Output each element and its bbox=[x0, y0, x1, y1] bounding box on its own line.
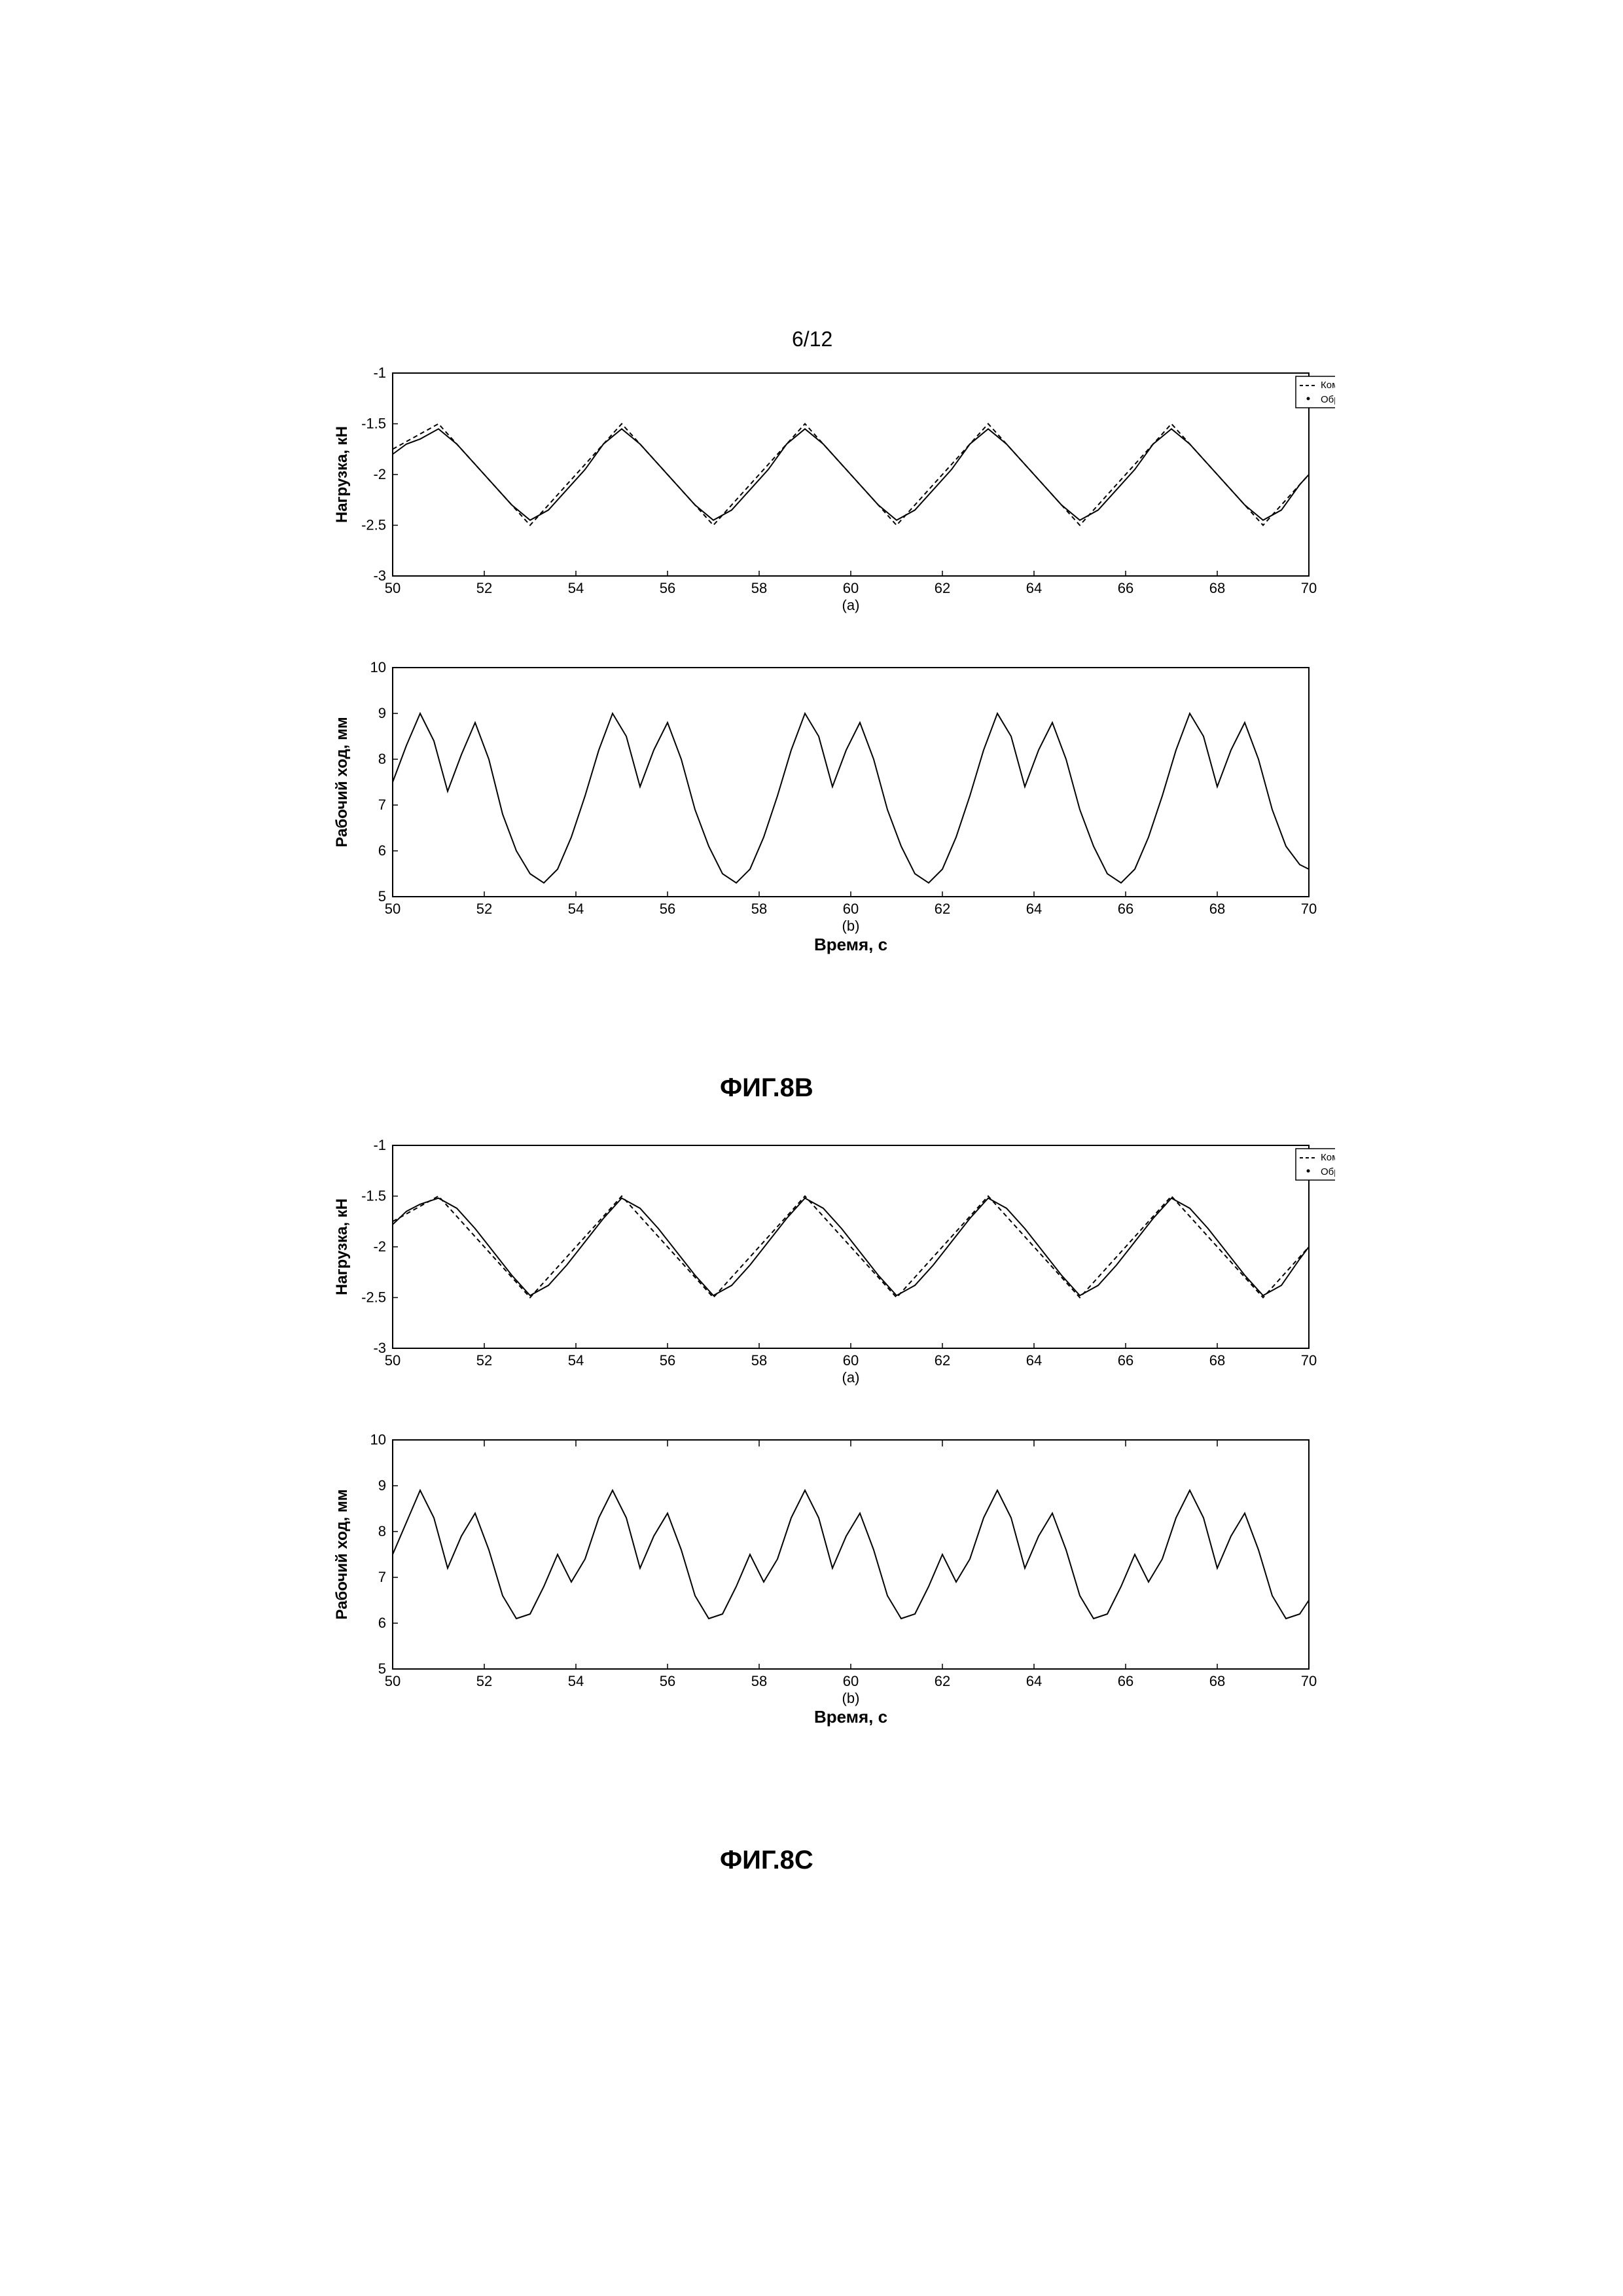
svg-text:62: 62 bbox=[935, 1352, 950, 1369]
svg-text:Обратная связь (кН): Обратная связь (кН) bbox=[1321, 394, 1335, 405]
svg-text:-1.5: -1.5 bbox=[361, 1188, 386, 1204]
figure-b-chart: 5052545658606264666870-1-1.5-2-2.5-3Нагр… bbox=[275, 353, 1335, 1060]
page-number: 6/12 bbox=[792, 327, 832, 351]
svg-text:Нагрузка, кН: Нагрузка, кН bbox=[333, 1198, 351, 1295]
svg-text:62: 62 bbox=[935, 580, 950, 596]
svg-text:7: 7 bbox=[378, 797, 386, 813]
svg-text:60: 60 bbox=[843, 901, 859, 917]
svg-text:7: 7 bbox=[378, 1569, 386, 1585]
svg-text:50: 50 bbox=[385, 1352, 401, 1369]
svg-text:54: 54 bbox=[568, 901, 584, 917]
svg-text:50: 50 bbox=[385, 901, 401, 917]
figure-b-caption: ФИГ.8B bbox=[720, 1073, 813, 1103]
svg-text:52: 52 bbox=[476, 901, 492, 917]
svg-text:-3: -3 bbox=[373, 567, 386, 584]
figure-c-caption: ФИГ.8C bbox=[720, 1846, 813, 1875]
svg-text:-2: -2 bbox=[373, 1238, 386, 1255]
svg-text:62: 62 bbox=[935, 1673, 950, 1689]
svg-text:52: 52 bbox=[476, 1673, 492, 1689]
svg-text:6: 6 bbox=[378, 1615, 386, 1631]
svg-text:(a): (a) bbox=[842, 597, 860, 613]
svg-text:54: 54 bbox=[568, 1673, 584, 1689]
svg-text:60: 60 bbox=[843, 580, 859, 596]
svg-text:60: 60 bbox=[843, 1673, 859, 1689]
svg-text:Рабочий ход, мм: Рабочий ход, мм bbox=[333, 1489, 351, 1619]
svg-text:6: 6 bbox=[378, 842, 386, 859]
svg-text:Нагрузка, кН: Нагрузка, кН bbox=[333, 426, 351, 523]
svg-text:64: 64 bbox=[1026, 580, 1042, 596]
svg-text:66: 66 bbox=[1118, 1352, 1133, 1369]
svg-text:66: 66 bbox=[1118, 1673, 1133, 1689]
svg-text:-1: -1 bbox=[373, 1137, 386, 1153]
svg-text:Рабочий ход, мм: Рабочий ход, мм bbox=[333, 717, 351, 847]
svg-text:56: 56 bbox=[660, 580, 675, 596]
svg-text:68: 68 bbox=[1209, 1673, 1225, 1689]
svg-text:58: 58 bbox=[751, 580, 767, 596]
svg-text:64: 64 bbox=[1026, 1352, 1042, 1369]
svg-text:Время, с: Время, с bbox=[814, 935, 887, 954]
svg-text:Команда (кН): Команда (кН) bbox=[1321, 1152, 1335, 1163]
svg-text:66: 66 bbox=[1118, 901, 1133, 917]
figure-c-chart: 5052545658606264666870-1-1.5-2-2.5-3Нагр… bbox=[275, 1126, 1335, 1833]
svg-text:10: 10 bbox=[370, 659, 386, 675]
svg-text:52: 52 bbox=[476, 1352, 492, 1369]
svg-text:58: 58 bbox=[751, 901, 767, 917]
svg-text:64: 64 bbox=[1026, 901, 1042, 917]
svg-text:60: 60 bbox=[843, 1352, 859, 1369]
svg-text:68: 68 bbox=[1209, 901, 1225, 917]
svg-text:56: 56 bbox=[660, 901, 675, 917]
svg-text:5: 5 bbox=[378, 1660, 386, 1677]
svg-text:(b): (b) bbox=[842, 1690, 860, 1706]
svg-text:70: 70 bbox=[1301, 1352, 1317, 1369]
svg-text:-3: -3 bbox=[373, 1340, 386, 1356]
svg-text:70: 70 bbox=[1301, 1673, 1317, 1689]
svg-text:Обратная связь (кН): Обратная связь (кН) bbox=[1321, 1166, 1335, 1177]
svg-text:66: 66 bbox=[1118, 580, 1133, 596]
svg-text:58: 58 bbox=[751, 1673, 767, 1689]
svg-text:52: 52 bbox=[476, 580, 492, 596]
svg-text:-2.5: -2.5 bbox=[361, 1289, 386, 1306]
svg-text:58: 58 bbox=[751, 1352, 767, 1369]
svg-text:(a): (a) bbox=[842, 1369, 860, 1386]
svg-text:56: 56 bbox=[660, 1352, 675, 1369]
svg-text:50: 50 bbox=[385, 1673, 401, 1689]
svg-text:56: 56 bbox=[660, 1673, 675, 1689]
svg-text:-2.5: -2.5 bbox=[361, 517, 386, 533]
svg-text:54: 54 bbox=[568, 580, 584, 596]
svg-text:-2: -2 bbox=[373, 466, 386, 482]
svg-text:64: 64 bbox=[1026, 1673, 1042, 1689]
svg-text:50: 50 bbox=[385, 580, 401, 596]
svg-text:70: 70 bbox=[1301, 901, 1317, 917]
svg-text:-1: -1 bbox=[373, 365, 386, 381]
svg-text:68: 68 bbox=[1209, 1352, 1225, 1369]
svg-text:70: 70 bbox=[1301, 580, 1317, 596]
svg-text:-1.5: -1.5 bbox=[361, 416, 386, 432]
svg-text:9: 9 bbox=[378, 1477, 386, 1494]
svg-text:9: 9 bbox=[378, 705, 386, 721]
svg-text:68: 68 bbox=[1209, 580, 1225, 596]
svg-text:62: 62 bbox=[935, 901, 950, 917]
svg-text:(b): (b) bbox=[842, 918, 860, 934]
svg-text:10: 10 bbox=[370, 1431, 386, 1448]
svg-text:8: 8 bbox=[378, 1523, 386, 1539]
svg-text:Команда (кН): Команда (кН) bbox=[1321, 380, 1335, 391]
svg-text:5: 5 bbox=[378, 888, 386, 905]
svg-text:8: 8 bbox=[378, 751, 386, 767]
svg-text:Время, с: Время, с bbox=[814, 1707, 887, 1727]
svg-text:54: 54 bbox=[568, 1352, 584, 1369]
